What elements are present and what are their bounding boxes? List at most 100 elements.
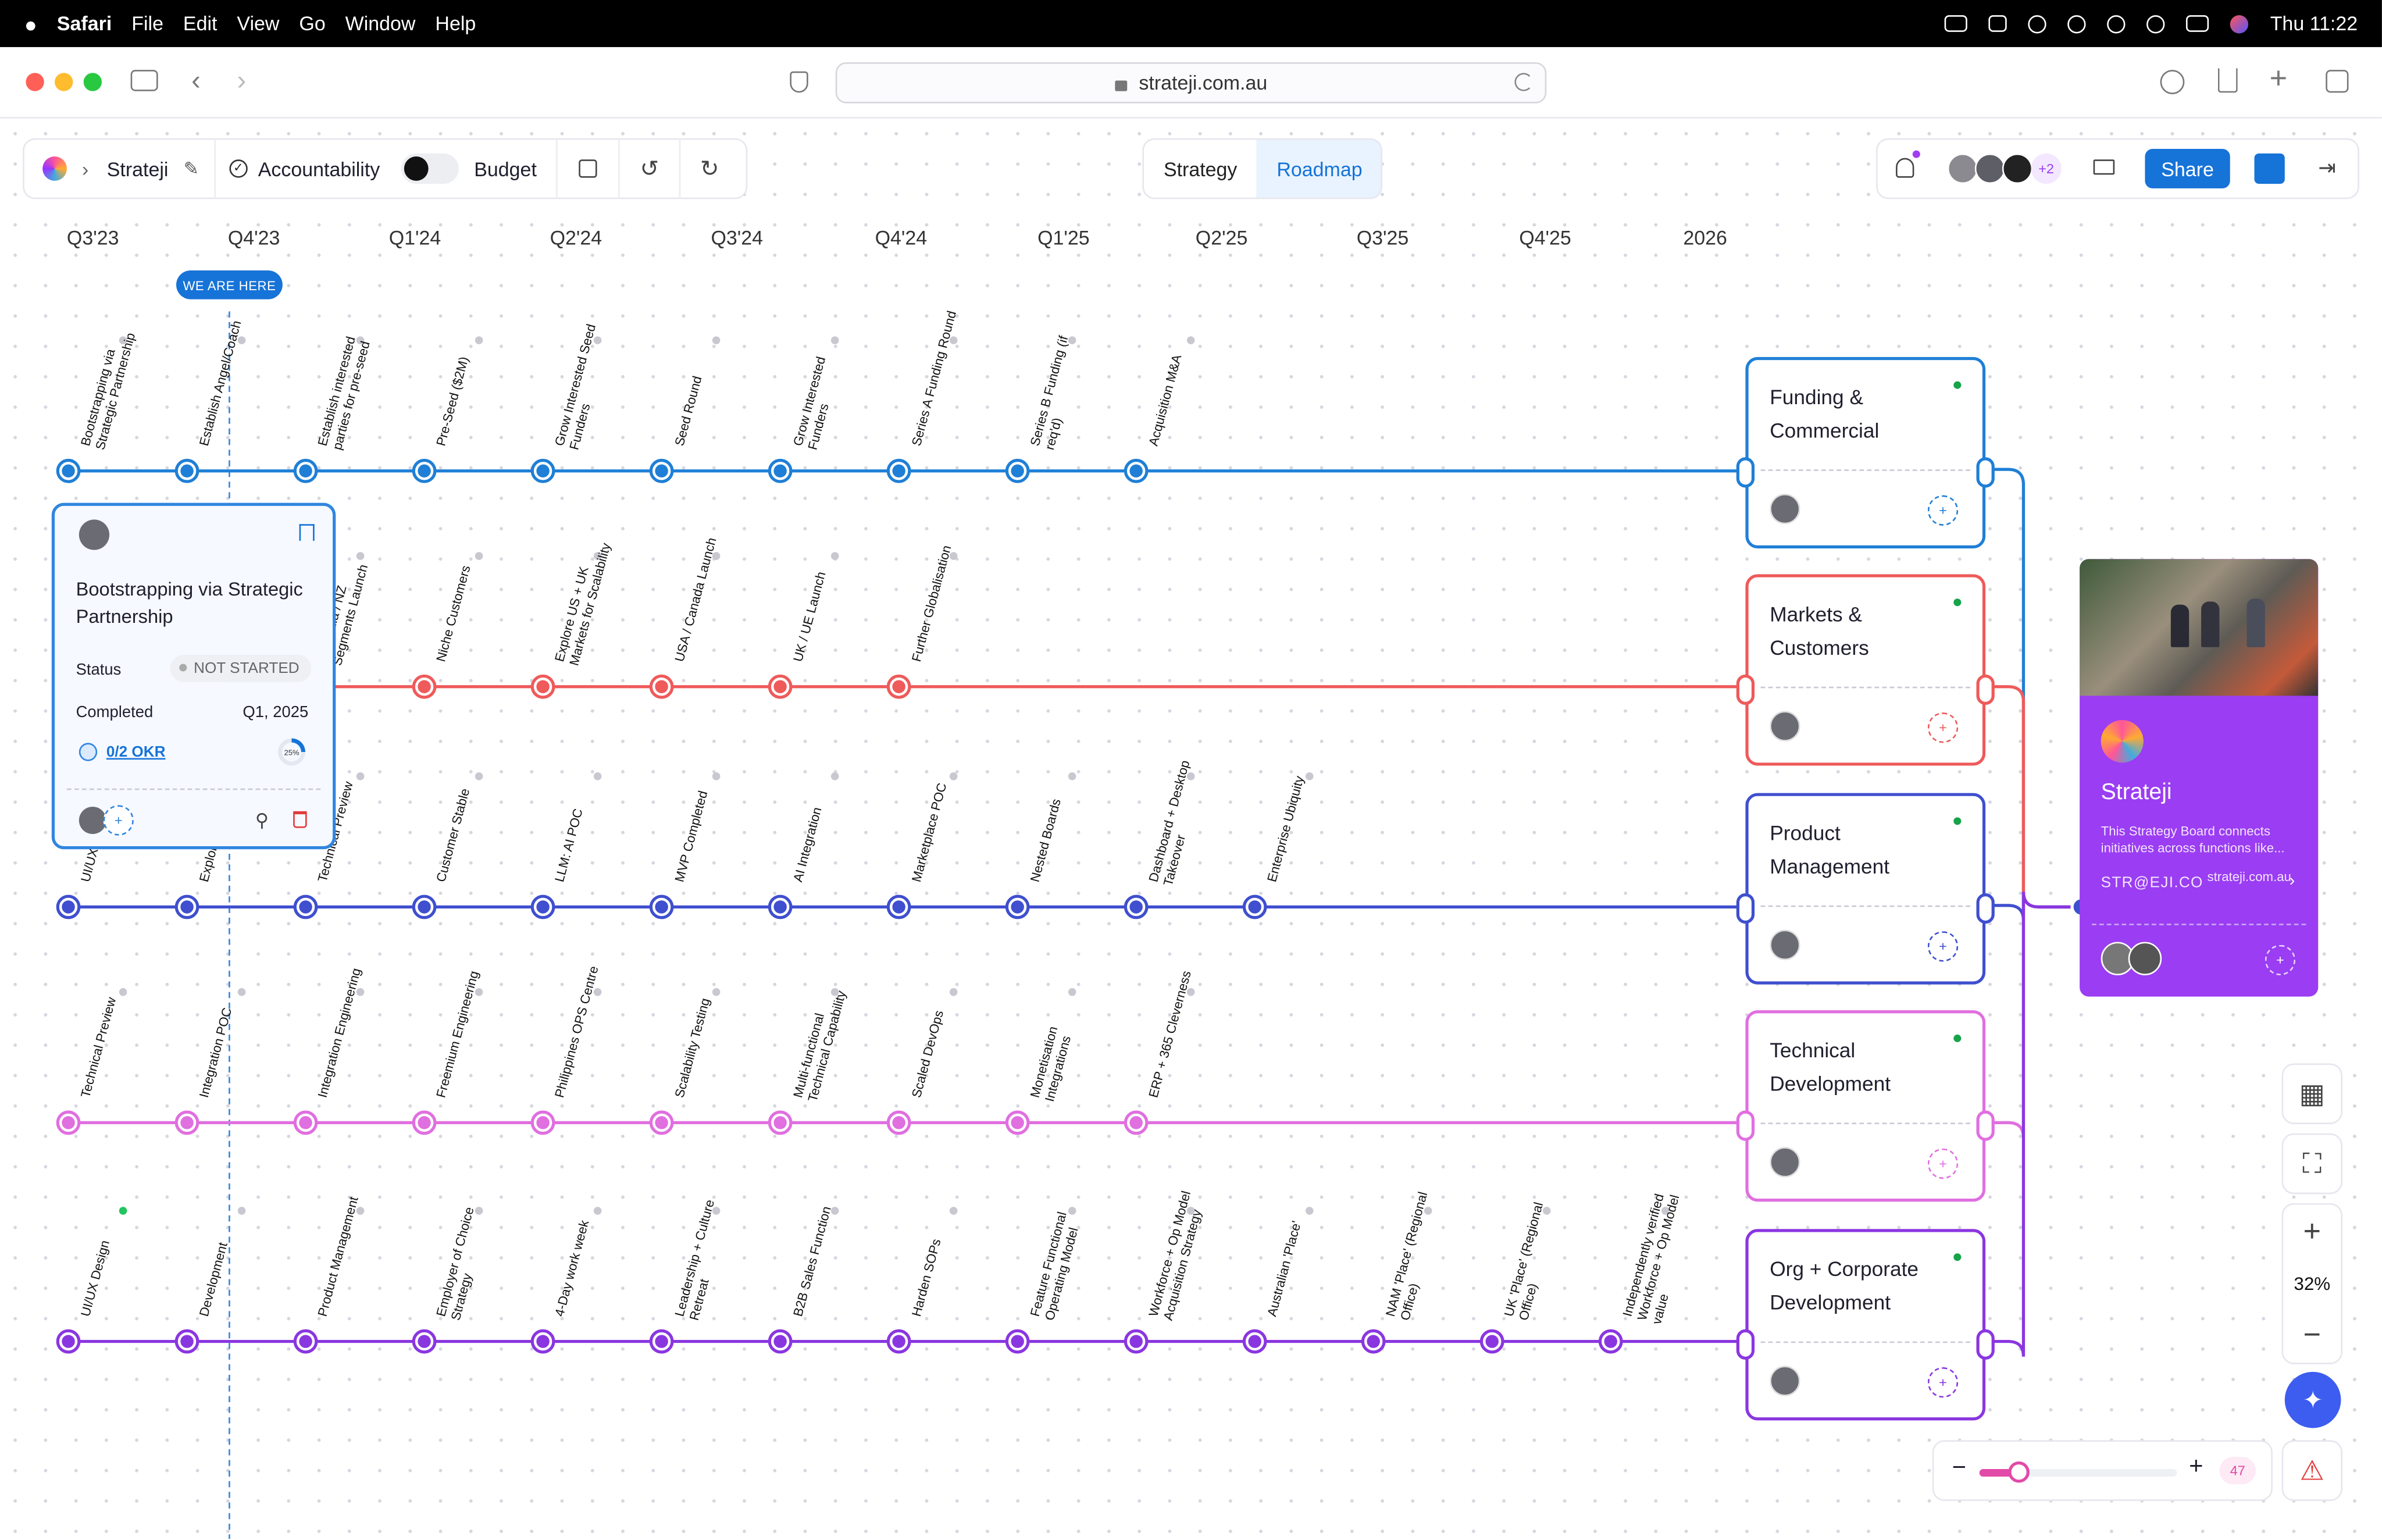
card-notch	[1976, 674, 1995, 705]
add-member-button[interactable]: +	[2265, 944, 2296, 976]
redo-icon[interactable]: ↻	[700, 156, 719, 183]
lane-title: Funding & Commercial	[1770, 386, 1880, 443]
share-icon[interactable]	[2217, 68, 2238, 93]
spotlight-icon[interactable]	[2147, 14, 2166, 33]
chevron-right-icon[interactable]: ›	[2289, 872, 2295, 890]
status-badge[interactable]: NOT STARTED	[169, 654, 312, 682]
avatar[interactable]	[2002, 153, 2033, 184]
slider-handle[interactable]	[2008, 1461, 2030, 1483]
timeline-slider[interactable]	[1979, 1461, 2177, 1483]
siri-icon[interactable]	[2230, 14, 2249, 33]
reload-icon[interactable]	[1514, 73, 1533, 91]
board-summary-card[interactable]: Strateji This Strategy Board connects in…	[2080, 559, 2319, 997]
avatar[interactable]	[1770, 1147, 1800, 1178]
mute-icon[interactable]	[2028, 14, 2047, 33]
privacy-shield-icon[interactable]	[790, 71, 808, 93]
budget-switch[interactable]	[401, 153, 459, 184]
quarter-label: Q4'25	[1519, 226, 1571, 249]
quarter-label: Q1'24	[388, 226, 441, 249]
add-owner-button[interactable]: +	[1927, 931, 1959, 962]
menu-edit[interactable]: Edit	[183, 12, 217, 35]
person-figure	[2170, 604, 2190, 647]
lane-card[interactable]: Org + Corporate Development +	[1736, 1229, 1995, 1421]
tab-roadmap[interactable]: Roadmap	[1257, 140, 1381, 198]
display-icon[interactable]	[1945, 15, 1968, 32]
add-owner-button[interactable]: +	[1927, 1367, 1959, 1398]
ai-assistant-button[interactable]: ✦	[2284, 1371, 2341, 1428]
menu-file[interactable]: File	[131, 12, 163, 35]
link-icon[interactable]: ⚲	[255, 810, 269, 831]
milestone-detail-card[interactable]: Bootstrapping via Strategic Partnership …	[51, 502, 336, 850]
minimize-window-button[interactable]	[55, 73, 73, 91]
present-icon[interactable]	[2093, 159, 2115, 175]
keyboard-icon[interactable]	[1989, 15, 2007, 32]
user-icon[interactable]	[2108, 14, 2126, 33]
add-owner-button[interactable]: +	[1927, 712, 1959, 743]
close-window-button[interactable]	[26, 73, 44, 91]
quarter-label: Q4'23	[227, 226, 280, 249]
strateji-logo-icon[interactable]	[42, 156, 67, 181]
back-icon[interactable]: ‹	[191, 65, 201, 96]
zoom-in-button[interactable]: +	[2303, 1215, 2322, 1250]
extra-members-badge[interactable]: +2	[2031, 153, 2062, 184]
lane-card[interactable]: Markets & Customers +	[1736, 574, 1995, 766]
menu-app[interactable]: Safari	[56, 12, 112, 35]
avatar[interactable]	[1770, 493, 1800, 525]
eye-off-icon	[404, 156, 429, 181]
apple-icon[interactable]: ●	[24, 11, 37, 36]
add-owner-button[interactable]: +	[1927, 1148, 1959, 1179]
add-owner-button[interactable]: +	[103, 805, 134, 836]
undo-icon[interactable]: ↺	[640, 156, 659, 183]
wifi-icon[interactable]	[2068, 14, 2087, 33]
menu-window[interactable]: Window	[345, 12, 416, 35]
download-icon[interactable]	[2160, 70, 2185, 94]
lane-card[interactable]: Funding & Commercial +	[1736, 357, 1995, 549]
avatar[interactable]	[1947, 153, 1978, 184]
zoom-out-button[interactable]: −	[2303, 1318, 2322, 1352]
lane-card[interactable]: Product Management +	[1736, 793, 1995, 985]
alert-button[interactable]: ⚠	[2281, 1440, 2343, 1501]
accountability-toggle[interactable]: Accountability	[258, 157, 380, 180]
share-button[interactable]: Share	[2145, 148, 2230, 188]
avatar[interactable]	[1974, 153, 2006, 184]
control-center-icon[interactable]	[2187, 15, 2210, 32]
sidebar-icon[interactable]	[130, 70, 158, 91]
minus-icon[interactable]: −	[1952, 1455, 1967, 1481]
board-link[interactable]: strateji.com.au	[2207, 869, 2291, 885]
avatar[interactable]	[79, 519, 110, 550]
quarter-label: Q3'24	[711, 226, 764, 249]
grid-view-button[interactable]: ▦	[2281, 1063, 2343, 1125]
edit-pencil-icon[interactable]: ✎	[183, 158, 199, 180]
forward-icon[interactable]: ›	[237, 65, 247, 96]
flag-icon[interactable]	[299, 524, 315, 541]
card-notch	[1736, 893, 1755, 924]
lane-card[interactable]: Technical Development +	[1736, 1010, 1995, 1202]
zoom-window-button[interactable]	[83, 73, 102, 91]
trash-icon[interactable]	[293, 811, 307, 828]
budget-label[interactable]: Budget	[474, 157, 537, 180]
tab-strategy[interactable]: Strategy	[1163, 157, 1238, 180]
okr-link[interactable]: 0/2 OKR	[106, 744, 166, 761]
avatar[interactable]	[2128, 942, 2162, 976]
menu-view[interactable]: View	[237, 12, 280, 35]
menu-help[interactable]: Help	[435, 12, 476, 35]
avatar[interactable]	[1770, 1366, 1800, 1396]
calendar-icon[interactable]	[579, 159, 598, 178]
quarter-label: Q4'24	[875, 226, 928, 249]
clock[interactable]: Thu 11:22	[2270, 12, 2358, 35]
plus-icon[interactable]: +	[2189, 1453, 2203, 1480]
fit-screen-button[interactable]: ⛶	[2281, 1133, 2343, 1195]
new-tab-icon[interactable]: +	[2269, 62, 2288, 96]
tab-overview-icon[interactable]	[2326, 70, 2349, 93]
collapse-panel-icon[interactable]: ⇥	[2318, 155, 2336, 180]
trello-icon[interactable]	[2254, 153, 2285, 184]
chevron-right-icon: ›	[82, 157, 89, 180]
avatar[interactable]	[1770, 929, 1800, 960]
menu-go[interactable]: Go	[299, 12, 326, 35]
bell-icon[interactable]	[1896, 158, 1914, 178]
address-bar[interactable]: strateji.com.au	[835, 62, 1547, 104]
workspace-name[interactable]: Strateji	[106, 157, 169, 180]
add-owner-button[interactable]: +	[1927, 495, 1959, 526]
avatar[interactable]	[79, 807, 106, 835]
avatar[interactable]	[1770, 711, 1800, 742]
